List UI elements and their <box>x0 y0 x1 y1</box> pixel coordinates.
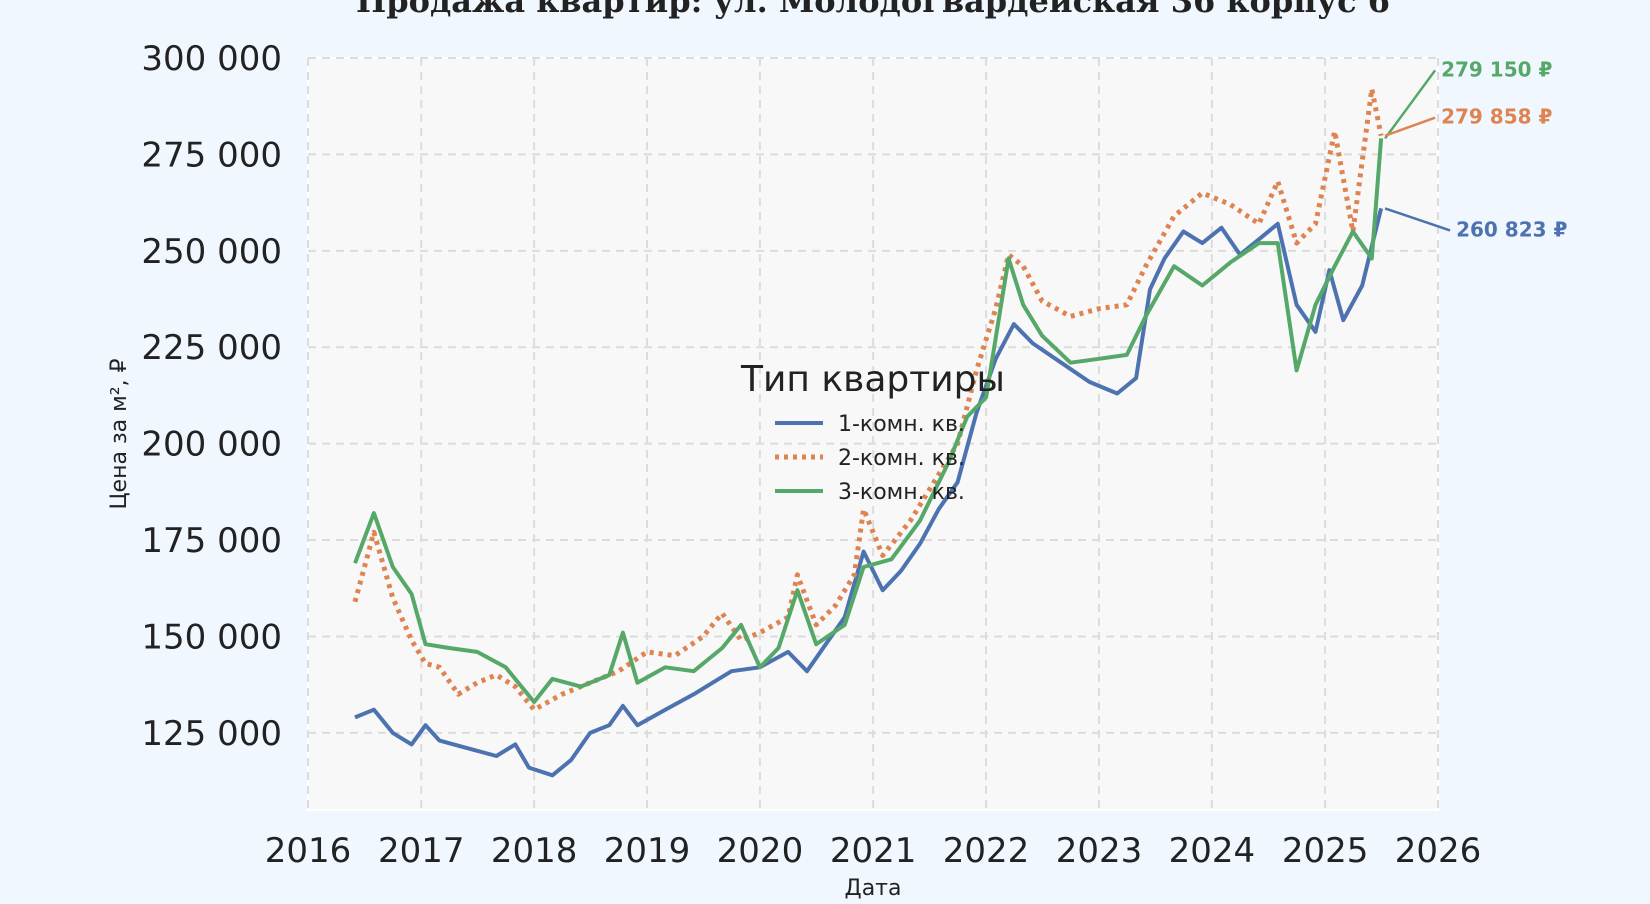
x-tick-label: 2025 <box>1282 831 1369 871</box>
series-line-3 <box>353 138 1384 704</box>
legend: Тип квартиры 1-комн. кв. 2-комн. кв. 3-ком… <box>740 359 1005 505</box>
chart-title: Продажа квартир: ул. Молодогвардейская 3… <box>356 0 1390 20</box>
annotations: 279 150 ₽ 279 858 ₽ 260 823 ₽ <box>1384 57 1568 241</box>
y-tick-label: 150 000 <box>141 617 282 657</box>
x-tick-label: 2026 <box>1395 831 1482 871</box>
x-tick-label: 2018 <box>491 831 578 871</box>
x-axis-ticks: 2016 2017 2018 2019 2020 2021 2022 2023 2024 2025… <box>265 831 1482 871</box>
x-tick-label: 2024 <box>1169 831 1256 871</box>
y-tick-label: 300 000 <box>141 39 282 79</box>
y-tick-label: 200 000 <box>141 425 282 465</box>
y-axis-label: Цена за м², ₽ <box>107 358 132 509</box>
y-tick-label: 125 000 <box>141 714 282 754</box>
x-axis-label: Дата <box>845 876 902 900</box>
legend-title: Тип квартиры <box>740 359 1005 400</box>
y-tick-label: 250 000 <box>141 232 282 272</box>
legend-label: 1-комн. кв. <box>838 412 965 437</box>
x-tick-label: 2016 <box>265 831 352 871</box>
x-tick-label: 2020 <box>717 831 804 871</box>
annotation-label: 279 150 ₽ <box>1441 57 1552 81</box>
plot-area <box>307 57 1439 811</box>
y-tick-label: 275 000 <box>141 135 282 175</box>
y-tick-label: 225 000 <box>141 328 282 368</box>
annotation-label: 260 823 ₽ <box>1456 217 1567 241</box>
x-tick-label: 2017 <box>378 831 465 871</box>
annotation-arrow <box>1384 207 1451 232</box>
series-line-1 <box>354 207 1384 778</box>
y-axis-ticks: 125 000 150 000 175 000 200 000 225 000 250 0… <box>141 39 282 754</box>
legend-label: 2-комн. кв. <box>838 446 965 471</box>
legend-label: 3-комн. кв. <box>838 480 965 505</box>
annotation-arrow <box>1384 69 1437 140</box>
x-tick-label: 2021 <box>830 831 917 871</box>
legend-entries: 1-комн. кв. 2-комн. кв. 3-комн. кв. <box>775 412 965 505</box>
annotation-arrow <box>1384 116 1436 137</box>
annotation-label: 279 858 ₽ <box>1441 105 1552 129</box>
series-line-2 <box>352 86 1384 713</box>
series-lines <box>352 86 1384 778</box>
x-tick-label: 2019 <box>604 831 691 871</box>
x-tick-label: 2023 <box>1056 831 1143 871</box>
y-tick-label: 175 000 <box>141 521 282 561</box>
x-tick-label: 2022 <box>943 831 1030 871</box>
